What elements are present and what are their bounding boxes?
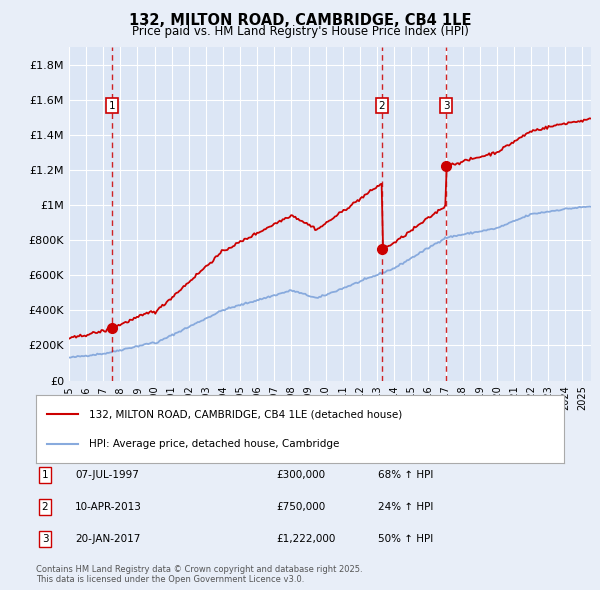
Text: £750,000: £750,000 [276,502,325,512]
Text: 10-APR-2013: 10-APR-2013 [75,502,142,512]
Text: 3: 3 [443,101,449,111]
Text: 24% ↑ HPI: 24% ↑ HPI [378,502,433,512]
Text: 132, MILTON ROAD, CAMBRIDGE, CB4 1LE: 132, MILTON ROAD, CAMBRIDGE, CB4 1LE [129,13,471,28]
Text: £1,222,000: £1,222,000 [276,534,335,543]
Text: 2: 2 [379,101,385,111]
Text: 3: 3 [41,534,49,543]
Text: Contains HM Land Registry data © Crown copyright and database right 2025.
This d: Contains HM Land Registry data © Crown c… [36,565,362,584]
Text: 07-JUL-1997: 07-JUL-1997 [75,470,139,480]
Text: HPI: Average price, detached house, Cambridge: HPI: Average price, detached house, Camb… [89,439,339,449]
Text: 20-JAN-2017: 20-JAN-2017 [75,534,140,543]
Text: Price paid vs. HM Land Registry's House Price Index (HPI): Price paid vs. HM Land Registry's House … [131,25,469,38]
Text: 2: 2 [41,502,49,512]
Text: 132, MILTON ROAD, CAMBRIDGE, CB4 1LE (detached house): 132, MILTON ROAD, CAMBRIDGE, CB4 1LE (de… [89,409,402,419]
Text: 1: 1 [41,470,49,480]
Text: £300,000: £300,000 [276,470,325,480]
Text: 68% ↑ HPI: 68% ↑ HPI [378,470,433,480]
Text: 50% ↑ HPI: 50% ↑ HPI [378,534,433,543]
Text: 1: 1 [109,101,115,111]
